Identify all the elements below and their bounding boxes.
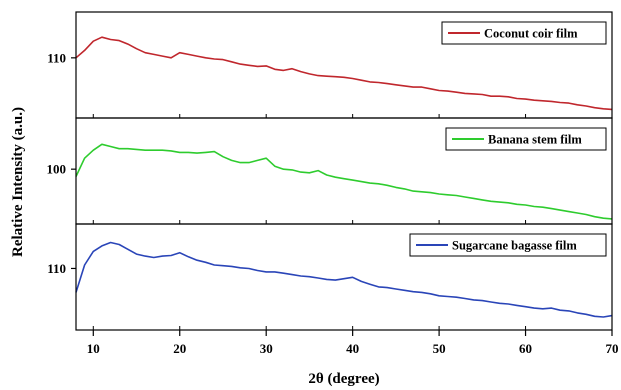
x-tick-label-5: 60 — [519, 341, 532, 356]
legend-box-1 — [441, 21, 607, 45]
panel-2: 100 Banana stem film — [47, 117, 613, 225]
legend-3: Sugarcane bagasse film — [409, 233, 607, 257]
x-tick-label-0: 10 — [87, 341, 100, 356]
y-tick-label-3: 110 — [47, 261, 66, 276]
legend-label-1: Coconut coir film — [484, 27, 578, 41]
legend-1: Coconut coir film — [441, 21, 607, 45]
legend-box-3 — [409, 233, 607, 257]
legend-label-3: Sugarcane bagasse film — [452, 239, 577, 253]
legend-label-2: Banana stem film — [488, 133, 582, 147]
x-tick-label-2: 30 — [260, 341, 273, 356]
series-line-1 — [75, 36, 613, 111]
x-axis-ticks: 10 20 30 40 50 60 70 — [87, 330, 619, 356]
y-tick-label-1: 110 — [47, 50, 66, 65]
y-axis-title: Relative Intensity (a.u.) — [10, 107, 26, 257]
legend-2: Banana stem film — [445, 127, 607, 151]
series-line-2 — [75, 143, 613, 220]
x-tick-label-3: 40 — [346, 341, 359, 356]
x-tick-label-6: 70 — [606, 341, 619, 356]
x-axis-title: 2θ (degree) — [308, 371, 379, 387]
series-line-3 — [75, 241, 613, 318]
panel-1: 110 Coconut coir film — [47, 11, 613, 119]
x-tick-label-1: 20 — [173, 341, 186, 356]
panel-3: 110 Sugarcane bagasse film — [47, 223, 613, 331]
panel-frame-3 — [75, 223, 613, 331]
x-tick-label-4: 50 — [433, 341, 446, 356]
legend-box-2 — [445, 127, 607, 151]
y-tick-label-2: 100 — [47, 162, 67, 177]
